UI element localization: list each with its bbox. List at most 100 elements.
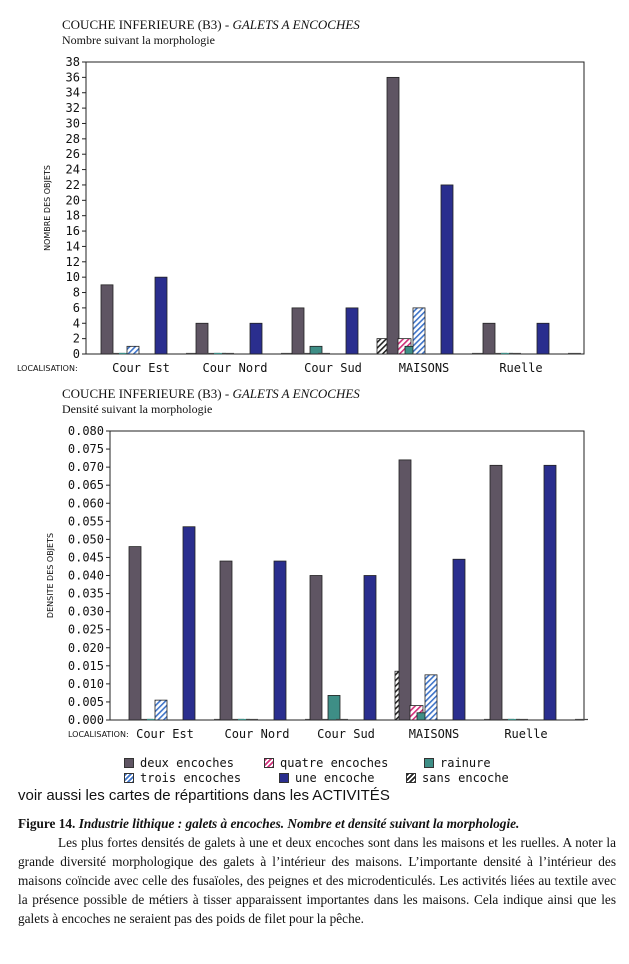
y-tick-label: 0.025 [68,623,104,637]
figure-body-text: Les plus fortes densités de galets à une… [18,835,616,926]
bar-une-encoche-maisons [440,184,454,355]
bar-une-encoche-ruelle [543,464,557,721]
x-axis-label: LOCALISATION: [68,730,129,739]
y-tick-label: 14 [66,239,80,253]
y-tick-label: 0.015 [68,659,104,673]
legend-swatch-sans-encoche [406,773,416,783]
bar-une-encoche-cour-nord [249,322,263,355]
y-tick-label: 0.000 [68,713,104,727]
x-axis-label: LOCALISATION: [17,364,78,373]
y-tick-label: 18 [66,209,80,223]
x-category-label: MAISONS [399,361,450,375]
bar-trois-encoches-maisons [424,674,438,721]
legend-item-une-encoche: une encoche [279,771,374,785]
bar-deux-encoches-cour-est [128,546,142,721]
y-tick-label: 0.010 [68,677,104,691]
y-tick-label: 0.030 [68,605,104,619]
legend-swatch-quatre-encoches [264,758,274,768]
x-category-label: Cour Sud [304,361,362,375]
y-tick-label: 0.020 [68,641,104,655]
legend-label: rainure [440,756,491,770]
legend-item-quatre-encoches: quatre encoches [264,756,388,770]
y-tick-label: 24 [66,163,80,177]
x-category-label: Ruelle [499,361,542,375]
legend-label: sans encoche [422,771,509,785]
y-tick-label: 0.035 [68,587,104,601]
y-tick-label: 0.080 [68,424,104,438]
y-tick-label: 0.075 [68,442,104,456]
bar-une-encoche-cour-est [154,276,168,355]
legend-item-rainure: rainure [424,756,491,770]
bar-deux-encoches-ruelle [489,464,503,721]
legend-swatch-trois-encoches [124,773,134,783]
y-tick-label: 16 [66,224,80,238]
legend-item-sans-encoche: sans encoche [406,771,509,785]
bar-une-encoche-cour-sud [363,575,377,721]
bar-une-encoche-cour-est [182,526,196,721]
y-tick-label: 4 [73,316,80,330]
plot-frame [85,61,585,355]
legend-item-deux-encoches: deux encoches [124,756,234,770]
chart1-header: COUCHE INFERIEURE (B3) - GALETS A ENCOCH… [62,17,360,48]
chart1-count-bar-chart: 02468101214161820222426283032343638NOMBR… [17,55,585,375]
y-tick-label: 20 [66,193,80,207]
bar-rainure-cour-sud [327,695,341,721]
y-tick-label: 28 [66,132,80,146]
chart2-title: COUCHE INFERIEURE (B3) - GALETS A ENCOCH… [62,386,360,401]
y-axis-label: NOMBRE DES OBJETS [43,165,52,251]
bar-deux-encoches-ruelle [482,322,496,355]
see-also-note: voir aussi les cartes de répartitions da… [18,787,390,804]
y-tick-label: 32 [66,101,80,115]
bar-trois-encoches-maisons [412,307,426,355]
x-category-label: Cour Est [112,361,170,375]
y-tick-label: 8 [73,286,80,300]
y-tick-label: 0 [73,347,80,361]
legend-swatch-une-encoche [279,773,289,783]
figure-caption: Figure 14. Industrie lithique : galets à… [18,814,616,928]
y-axis-label: DENSITE DES OBJETS [46,533,55,618]
figure-label: Figure 14. [18,816,76,831]
x-category-label: Cour Sud [317,727,375,741]
y-tick-label: 22 [66,178,80,192]
bar-une-encoche-maisons [452,558,466,721]
bar-deux-encoches-cour-sud [309,575,323,721]
bar-trois-encoches-cour-est [126,345,140,355]
y-tick-label: 2 [73,332,80,346]
legend-label: deux encoches [140,756,234,770]
bar-rainure-cour-sud [309,345,323,355]
y-tick-label: 30 [66,116,80,130]
y-tick-label: 0.060 [68,496,104,510]
legend-label: quatre encoches [280,756,389,770]
x-category-label: MAISONS [409,727,460,741]
x-category-label: Cour Nord [202,361,267,375]
legend-label: une encoche [295,771,375,785]
bar-une-encoche-cour-sud [345,307,359,355]
bar-deux-encoches-cour-est [100,284,114,355]
bar-deux-encoches-maisons [386,76,400,355]
legend-swatch-deux-encoches [124,758,134,768]
x-category-label: Cour Nord [224,727,289,741]
bar-deux-encoches-cour-nord [219,560,233,721]
bar-trois-encoches-cour-est [154,699,168,721]
figure-title: Industrie lithique : galets à encoches. … [78,816,520,831]
chart2-subtitle: Densité suivant la morphologie [62,402,213,416]
y-tick-label: 38 [66,55,80,69]
y-tick-label: 0.045 [68,550,104,564]
x-category-label: Ruelle [504,727,547,741]
bar-deux-encoches-cour-sud [291,307,305,355]
y-tick-label: 0.050 [68,532,104,546]
y-tick-label: 0.065 [68,478,104,492]
legend-item-trois-encoches: trois encoches [124,771,241,785]
y-tick-label: 12 [66,255,80,269]
legend-label: trois encoches [140,771,242,785]
chart2-density-bar-chart: 0.000 0.005 0.010 0.015 0.020 0.025 0.030 0.035… [46,424,588,741]
bar-une-encoche-ruelle [536,322,550,355]
y-tick-label: 0.070 [68,460,104,474]
x-category-label: Cour Est [136,727,194,741]
y-tick-label: 0.055 [68,514,104,528]
y-tick-label: 10 [66,270,80,284]
plot-frame [109,430,585,721]
y-tick-label: 0.040 [68,569,104,583]
y-tick-label: 6 [73,301,80,315]
bar-deux-encoches-maisons [398,459,412,721]
